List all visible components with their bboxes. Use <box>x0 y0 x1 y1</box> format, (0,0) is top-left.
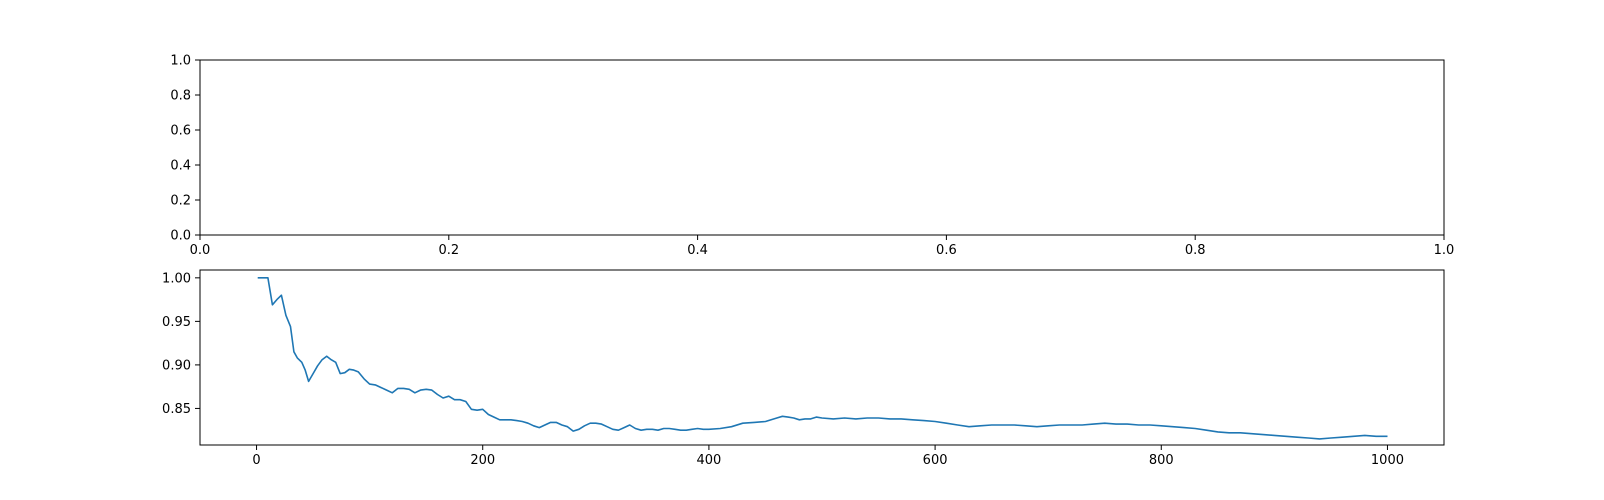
x-tick-label: 0 <box>252 453 260 468</box>
top-axes: 0.0 0.2 0.4 0.6 0.8 1.0 0.0 0.2 0.4 0.6 0.8 1.0 <box>170 54 1454 259</box>
x-tick-label: 0.8 <box>1185 243 1206 258</box>
x-tick-label: 0.4 <box>687 243 708 258</box>
x-tick-label: 600 <box>923 453 948 468</box>
x-tick-label: 0.0 <box>190 243 211 258</box>
y-tick-label: 1.00 <box>162 271 191 286</box>
x-tick-label: 0.2 <box>438 243 459 258</box>
y-tick-label: 0.6 <box>170 124 191 139</box>
bottom-x-ticks: 0 200 400 600 800 1000 <box>252 445 1404 468</box>
top-x-ticks: 0.0 0.2 0.4 0.6 0.8 1.0 <box>190 235 1455 258</box>
y-tick-label: 0.90 <box>162 358 191 373</box>
y-tick-label: 0.4 <box>170 159 191 174</box>
y-tick-label: 1.0 <box>170 54 191 69</box>
x-tick-label: 1.0 <box>1434 243 1455 258</box>
bottom-axes: 0 200 400 600 800 1000 0.85 0.90 0.95 1.00 <box>162 269 1445 468</box>
x-tick-label: 800 <box>1149 453 1174 468</box>
y-tick-label: 0.0 <box>170 229 191 244</box>
x-tick-label: 1000 <box>1371 453 1404 468</box>
bottom-axes-frame <box>199 269 1445 446</box>
top-axes-frame <box>199 59 1445 236</box>
y-tick-label: 0.8 <box>170 89 191 104</box>
top-y-ticks: 0.0 0.2 0.4 0.6 0.8 1.0 <box>170 54 200 244</box>
bottom-y-ticks: 0.85 0.90 0.95 1.00 <box>162 271 200 417</box>
x-tick-label: 200 <box>470 453 495 468</box>
x-tick-label: 400 <box>696 453 721 468</box>
series-line <box>257 276 1388 440</box>
y-tick-label: 0.95 <box>162 315 191 330</box>
y-tick-label: 0.2 <box>170 194 191 209</box>
x-tick-label: 0.6 <box>936 243 957 258</box>
y-tick-label: 0.85 <box>162 402 191 417</box>
